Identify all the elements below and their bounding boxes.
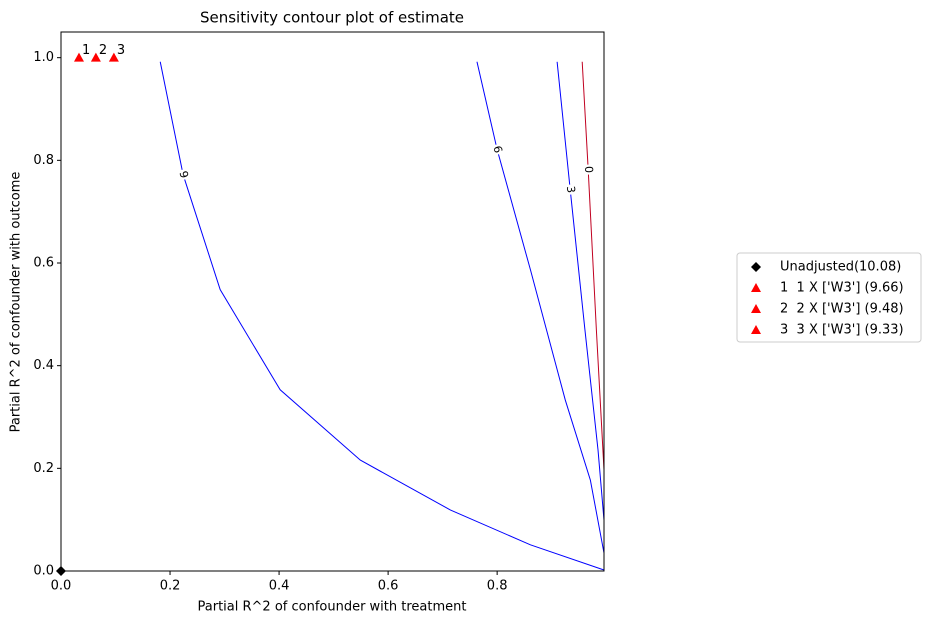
point-annotation: 2	[99, 43, 107, 58]
contour-line	[556, 61, 605, 521]
y-tick-label: 1.0	[33, 50, 54, 65]
x-tick-label: 0.4	[269, 579, 290, 594]
point-annotation: 1	[82, 43, 90, 58]
contour-label: 0	[582, 166, 595, 174]
legend-label: Unadjusted(10.08)	[780, 260, 901, 275]
plot-frame	[60, 31, 605, 572]
contour-label-bg	[489, 142, 506, 157]
legend-label: 1 1 X ['W3'] (9.66)	[780, 281, 904, 296]
point	[56, 566, 66, 576]
legend-marker	[751, 262, 761, 272]
y-axis-label: Partial R^2 of confounder with outcome	[9, 172, 24, 433]
contour-label: 9	[176, 170, 190, 180]
point	[73, 52, 84, 62]
x-tick-label: 0.8	[487, 579, 508, 594]
contour-line	[476, 61, 605, 554]
point	[90, 52, 101, 62]
x-tick-label: 0.0	[51, 579, 72, 594]
legend-marker	[751, 283, 761, 292]
contour-label-bg	[562, 183, 578, 196]
contour-label: 6	[490, 144, 504, 154]
chart-title: Sensitivity contour plot of estimate	[200, 9, 464, 27]
y-tick-label: 0.2	[33, 461, 54, 476]
contour-label: 3	[564, 185, 578, 193]
legend-box	[736, 252, 922, 343]
legend-marker	[751, 325, 761, 334]
contour-label-bg	[580, 164, 596, 175]
y-tick-label: 0.0	[33, 564, 54, 579]
x-tick-label: 0.6	[378, 579, 399, 594]
x-tick-label: 0.2	[160, 579, 181, 594]
legend-marker	[751, 304, 761, 313]
y-tick-label: 0.8	[33, 153, 54, 168]
legend-label: 2 2 X ['W3'] (9.48)	[780, 302, 904, 317]
contour-label-bg	[175, 168, 192, 182]
contour-line	[159, 61, 605, 571]
contour-line	[581, 61, 605, 470]
y-tick-label: 0.4	[33, 358, 54, 373]
legend-label: 3 3 X ['W3'] (9.33)	[780, 323, 904, 338]
point	[108, 52, 119, 62]
x-axis-label: Partial R^2 of confounder with treatment	[198, 600, 467, 615]
y-tick-label: 0.6	[33, 256, 54, 271]
point-annotation: 3	[117, 43, 125, 58]
